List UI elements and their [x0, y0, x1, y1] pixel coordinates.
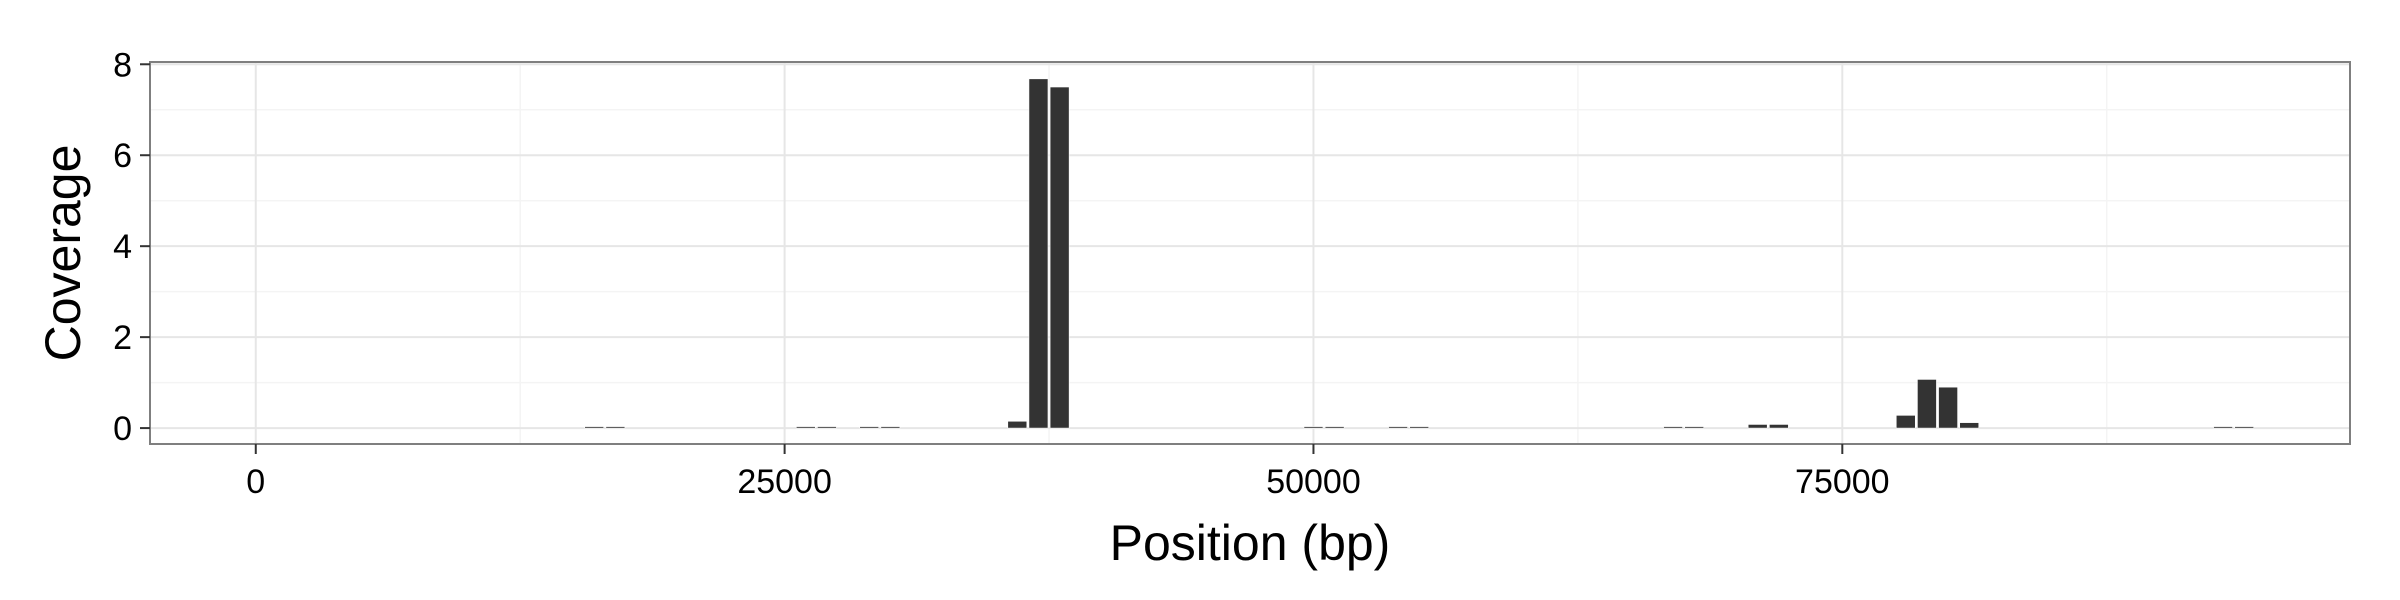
coverage-bar — [1938, 386, 1958, 429]
axes: 0 25000 50000 75000 0 2 4 6 8 — [113, 46, 1890, 501]
coverage-bar — [795, 426, 816, 429]
plot-panel — [149, 61, 2351, 445]
coverage-bar — [605, 426, 626, 429]
coverage-bar — [1303, 426, 1324, 429]
x-tick-label: 0 — [246, 463, 265, 501]
y-tick-label: 0 — [113, 410, 132, 448]
coverage-bar — [1917, 379, 1937, 429]
grid — [150, 62, 2350, 444]
y-tick-label: 4 — [113, 228, 132, 266]
coverage-bar — [1388, 426, 1408, 429]
coverage-bar — [2213, 426, 2233, 429]
y-axis-title: Coverage — [35, 145, 91, 362]
coverage-bar — [1663, 426, 1683, 429]
coverage-bar — [1049, 86, 1070, 429]
y-tick-label: 6 — [113, 137, 132, 175]
coverage-bar — [584, 426, 605, 429]
coverage-bar — [817, 426, 837, 429]
coverage-bar — [1409, 426, 1430, 429]
coverage-bar — [2234, 426, 2255, 429]
coverage-bar — [1769, 424, 1789, 429]
coverage-bar — [880, 426, 901, 429]
x-tick-label: 25000 — [737, 463, 832, 501]
coverage-bar — [1324, 426, 1345, 429]
coverage-bar — [859, 426, 880, 429]
coverage-bar — [1895, 415, 1916, 429]
bars — [584, 78, 2255, 429]
coverage-bar — [1959, 422, 1980, 429]
coverage-bar — [1747, 424, 1768, 429]
x-tick-label: 50000 — [1266, 463, 1361, 501]
y-tick-label: 8 — [113, 46, 132, 84]
x-axis-title: Position (bp) — [1110, 515, 1391, 571]
x-tick-label: 75000 — [1795, 463, 1890, 501]
coverage-bar — [1007, 420, 1028, 429]
y-tick-label: 2 — [113, 319, 132, 357]
coverage-bar — [1028, 78, 1049, 429]
coverage-bar — [1684, 426, 1705, 429]
